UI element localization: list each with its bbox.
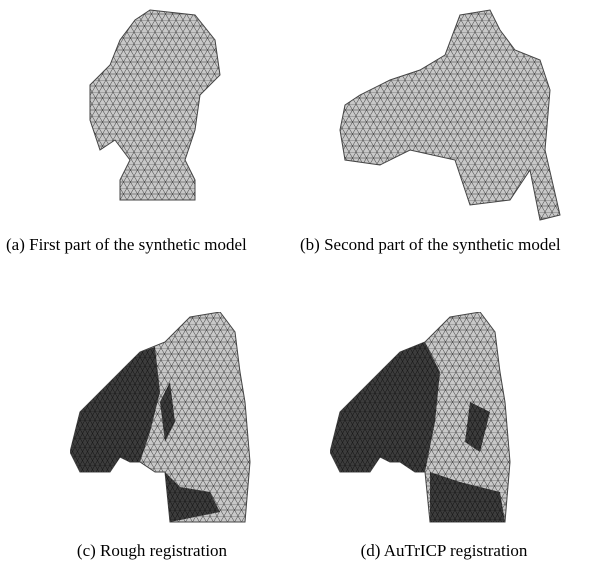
caption: (c) Rough registration — [6, 540, 298, 562]
mesh-image-a — [85, 8, 225, 208]
mesh-image-d — [330, 312, 515, 530]
mesh-image-c — [70, 312, 255, 530]
caption: (d) AuTrICP registration — [300, 540, 588, 562]
caption: (b) Second part of the synthetic model — [300, 234, 588, 256]
mesh-image-b — [335, 8, 565, 223]
caption: (a) First part of the synthetic model — [6, 234, 298, 256]
figure: (a) First part of the synthetic model (b… — [0, 0, 592, 570]
